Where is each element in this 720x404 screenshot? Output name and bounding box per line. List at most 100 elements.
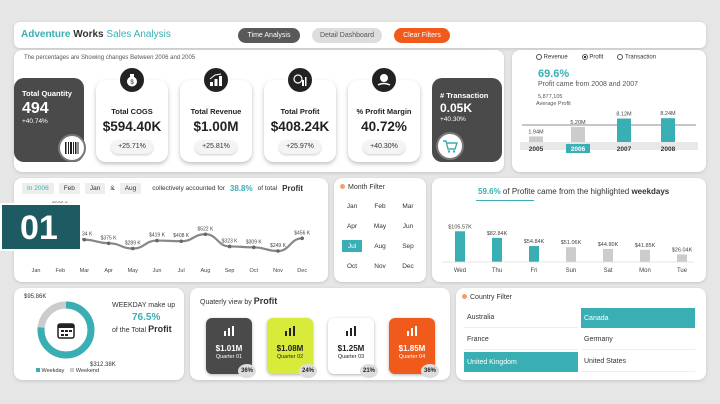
yearly-bar[interactable] [529,136,543,142]
monthly-point[interactable] [276,249,280,253]
detail-dashboard-button[interactable]: Detail Dashboard [312,28,382,43]
weekday-bar[interactable] [603,248,613,262]
monthly-point-label: $522 K [197,226,214,232]
month-option-jun[interactable]: Jun [402,222,414,230]
monthly-point[interactable] [131,246,135,251]
badge-number: 01 [20,209,58,247]
kpi-total-profit[interactable]: Total Profit $408.24K +25.97% [264,66,336,162]
weekday-bar[interactable] [529,246,539,262]
monthly-point[interactable] [155,238,159,243]
monthly-point[interactable] [300,236,305,241]
money-bag-icon: $ [118,66,146,94]
monthly-point[interactable] [179,239,183,244]
kpi-pct: +25.97% [279,140,321,154]
yearly-bar[interactable] [571,126,585,142]
weekday-text-b: weekdays [631,187,670,196]
monthly-point[interactable] [203,232,208,237]
weekday-bar-label: $105.57K [448,224,472,230]
yearly-bar[interactable] [617,118,631,142]
radio-transaction[interactable]: Transaction [617,54,656,61]
monthly-point[interactable] [82,237,87,242]
country-option[interactable]: United States [581,352,695,372]
money-hand-icon [370,66,398,94]
kpi-title: Total COGS [111,107,153,116]
month-option-jul[interactable]: Jul [342,240,362,252]
kpi-total-revenue[interactable]: Total Revenue $1.00M +25.81% [180,66,252,162]
month-option-mar[interactable]: Mar [402,202,414,210]
title-part-a: Adventure [21,29,71,40]
quarter-label: Quarter 01 [215,354,243,360]
weekday-bar-label: $54.84K [524,239,545,245]
year-label[interactable]: 2006 [571,146,586,153]
monthly-point[interactable] [252,245,256,250]
kpi-total-cogs[interactable]: $ Total COGS $594.40K +25.71% [96,66,168,162]
month-tick-label: Aug [201,268,211,274]
year-label[interactable]: 2005 [529,146,544,153]
monthly-point[interactable] [106,241,111,246]
kpi-title: Total Revenue [190,107,242,116]
year-label[interactable]: 2008 [661,146,676,153]
legend-swatch [70,368,75,372]
monthly-point[interactable] [227,244,232,249]
weekday-bar[interactable] [566,247,576,262]
kpi-pct: +25.71% [111,140,153,154]
kpi-value: $408.24K [270,119,330,134]
radio-revenue[interactable]: Revenue [536,54,568,61]
radio-profit[interactable]: Profit [581,54,603,61]
profit-icon [286,66,314,94]
share-text-a: WEEKDAY make up [112,302,176,309]
country-filter-panel: Country Filter Australia Canada France Germ… [456,288,706,380]
weekday-tick-label: Mon [639,268,651,274]
month-option-apr[interactable]: Apr [346,222,358,230]
weekday-bar[interactable] [492,237,502,262]
month-option-may[interactable]: May [373,222,387,230]
clear-filters-button[interactable]: Clear Filters [394,28,450,43]
yearly-bar[interactable] [661,118,675,142]
yearly-bar-label: 5.20M [570,120,586,126]
weekday-bar-label: $41.85K [635,243,656,249]
filter-tag-month[interactable]: Jan [84,183,106,194]
donut-weekday-arc[interactable] [37,301,95,359]
kpi-total-quantity[interactable]: Total Quantity 494 +40.74% [14,78,86,162]
yearly-bar-label: 8.24M [660,111,676,117]
month-option-dec[interactable]: Dec [402,262,414,270]
month-option-nov[interactable]: Nov [374,262,386,270]
yearly-headline-text: Profit came from 2008 and 2007 [538,81,639,88]
weekday-panel: 59.6% of Profite came from the highlight… [432,178,706,282]
month-option-oct[interactable]: Oct [346,262,358,270]
country-option[interactable]: Germany [581,330,695,350]
kpi-value: 0.05K [440,101,473,115]
title-part-c: Sales Analysis [106,29,171,40]
country-option[interactable]: United Kingdom [464,352,578,372]
kpi-profit-margin[interactable]: % Profit Margin 40.72% +40.30% [348,66,420,162]
year-label[interactable]: 2007 [617,146,632,153]
orange-dot-icon [340,184,345,189]
share-pct: 76.5% [132,312,161,323]
filter-tag-month[interactable]: Feb [58,183,80,194]
filter-tag-month[interactable]: Aug [119,183,142,194]
weekday-bar-label: $44.80K [598,242,619,248]
time-analysis-button[interactable]: Time Analysis [238,28,300,43]
month-option-sep[interactable]: Sep [402,242,414,250]
weekday-tick-label: Sun [566,268,577,274]
kpi-transaction[interactable]: # Transaction 0.05K +40.30% [432,78,502,162]
weekday-bar[interactable] [677,254,687,262]
weekday-bar[interactable] [640,249,650,262]
month-option-jan[interactable]: Jan [346,202,358,210]
country-option[interactable]: Australia [464,308,578,328]
selected-year-highlight[interactable] [566,144,590,153]
country-option[interactable]: France [464,330,578,350]
month-option-aug[interactable]: Aug [374,242,386,250]
month-option-feb[interactable]: Feb [374,202,386,210]
month-tick-label: Apr [104,268,113,274]
legend-weekday: Weekday [36,368,64,374]
weekday-bar[interactable] [455,231,465,262]
kpi-title: % Profit Margin [356,107,412,116]
legend-label: Weekday [41,368,65,374]
dashboard-title: Adventure Works Sales Analysis [21,29,171,40]
country-option[interactable]: Canada [581,308,695,328]
kpi-value: 494 [22,100,49,117]
weekday-bar-label: $51.06K [561,240,582,246]
monthly-point-label: $408 K [173,233,190,239]
filter-tag-year[interactable]: In 2006 [22,183,54,194]
